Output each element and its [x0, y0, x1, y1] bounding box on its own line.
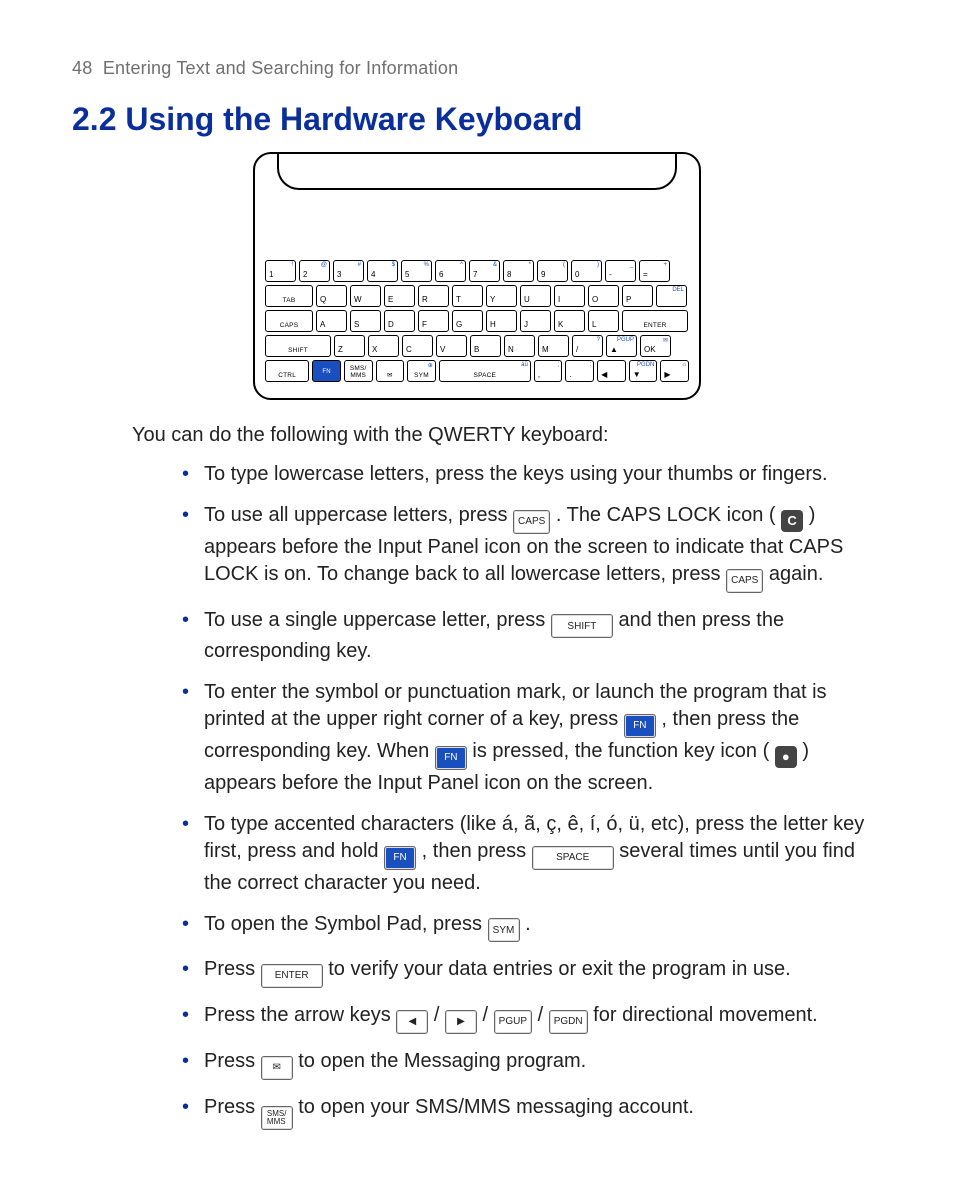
- keyboard-key: Q: [316, 285, 347, 307]
- sms-key-icon: SMS/ MMS: [261, 1106, 293, 1130]
- keyboard-key: 4$: [367, 260, 398, 282]
- fn-badge-icon: ●: [775, 746, 797, 768]
- keyboard-key: ▼PGDN: [629, 360, 658, 382]
- keyboard-key: CAPS: [265, 310, 313, 332]
- caps-key-icon: CAPS: [726, 569, 763, 593]
- keyboard-key: 5%: [401, 260, 432, 282]
- keyboard-key: V: [436, 335, 467, 357]
- keyboard-key: =+: [639, 260, 670, 282]
- keyboard-key: ,;: [534, 360, 563, 382]
- section-heading: 2.2 Using the Hardware Keyboard: [72, 101, 882, 138]
- keyboard-key: FN: [312, 360, 341, 382]
- bullet-messaging: Press ✉ to open the Messaging program.: [182, 1048, 882, 1080]
- caps-badge-icon: C: [781, 510, 803, 532]
- caps-key-icon: CAPS: [513, 510, 550, 534]
- keyboard-key: N: [504, 335, 535, 357]
- keyboard-key: -_: [605, 260, 636, 282]
- keyboard-key: M: [538, 335, 569, 357]
- fn-key-icon: FN: [624, 714, 656, 738]
- bullet-caps-lock: To use all uppercase letters, press CAPS…: [182, 502, 882, 593]
- fn-key-icon: FN: [435, 746, 467, 770]
- keyboard-key: W: [350, 285, 381, 307]
- bullet-enter: Press ENTER to verify your data entries …: [182, 956, 882, 988]
- bullet-arrows: Press the arrow keys ◀ / ▶ / PGUP / PGDN…: [182, 1002, 882, 1034]
- running-header: 48 Entering Text and Searching for Infor…: [72, 58, 882, 79]
- keyboard-key: ENTER: [622, 310, 688, 332]
- keyboard-rows: 1!2@3#4$5%6^7&8*9(0)-_=+ TABQWERTYUIOPDEL…: [265, 260, 689, 382]
- bullet-symbol-pad: To open the Symbol Pad, press SYM .: [182, 911, 882, 943]
- keyboard-key: ▲PGUP: [606, 335, 637, 357]
- arrow-right-key-icon: ▶: [445, 1010, 477, 1034]
- keyboard-key: H: [486, 310, 517, 332]
- keyboard-key: OK✉: [640, 335, 671, 357]
- fn-key-icon: FN: [384, 846, 416, 870]
- keyboard-key: ▶⌂: [660, 360, 689, 382]
- bullet-shift: To use a single uppercase letter, press …: [182, 607, 882, 666]
- keyboard-figure: 1!2@3#4$5%6^7&8*9(0)-_=+ TABQWERTYUIOPDEL…: [72, 152, 882, 400]
- bullet-fn-symbol: To enter the symbol or punctuation mark,…: [182, 679, 882, 797]
- keyboard-key: SMS/ MMS: [344, 360, 373, 382]
- keyboard-key: L: [588, 310, 619, 332]
- pgup-key-icon: PGUP: [494, 1010, 532, 1034]
- space-key-icon: SPACE: [532, 846, 614, 870]
- keyboard-key: T: [452, 285, 483, 307]
- keyboard-key: 1!: [265, 260, 296, 282]
- arrow-left-key-icon: ◀: [396, 1010, 428, 1034]
- bullet-sms: Press SMS/ MMS to open your SMS/MMS mess…: [182, 1094, 882, 1130]
- keyboard-key: A: [316, 310, 347, 332]
- keyboard-key: SHIFT: [265, 335, 331, 357]
- keyboard-key: 0): [571, 260, 602, 282]
- intro-text: You can do the following with the QWERTY…: [132, 424, 882, 447]
- keyboard-key: 9(: [537, 260, 568, 282]
- header-section-title: Entering Text and Searching for Informat…: [103, 58, 458, 78]
- enter-key-icon: ENTER: [261, 964, 323, 988]
- keyboard-key: CTRL: [265, 360, 309, 382]
- keyboard-key: R: [418, 285, 449, 307]
- keyboard-key: 7&: [469, 260, 500, 282]
- keyboard-key: C: [402, 335, 433, 357]
- sym-key-icon: SYM: [488, 918, 520, 942]
- bullet-list: To type lowercase letters, press the key…: [182, 461, 882, 1130]
- keyboard-key: J: [520, 310, 551, 332]
- keyboard-key: ◀: [597, 360, 626, 382]
- keyboard-key: /?: [572, 335, 603, 357]
- keyboard-key: Z: [334, 335, 365, 357]
- mail-key-icon: ✉: [261, 1056, 293, 1080]
- bullet-accented: To type accented characters (like á, ã, …: [182, 811, 882, 897]
- keyboard-key: TAB: [265, 285, 313, 307]
- keyboard-lid: [277, 152, 677, 190]
- keyboard-key: 6^: [435, 260, 466, 282]
- keyboard-key: 3#: [333, 260, 364, 282]
- keyboard-key: E: [384, 285, 415, 307]
- keyboard-key: .:: [565, 360, 594, 382]
- keyboard-key: 8*: [503, 260, 534, 282]
- keyboard-key: D: [384, 310, 415, 332]
- keyboard-outline: 1!2@3#4$5%6^7&8*9(0)-_=+ TABQWERTYUIOPDEL…: [253, 152, 701, 400]
- manual-page: 48 Entering Text and Searching for Infor…: [0, 0, 954, 1204]
- keyboard-key: ✉: [376, 360, 405, 382]
- shift-key-icon: SHIFT: [551, 614, 613, 638]
- bullet-lowercase: To type lowercase letters, press the key…: [182, 461, 882, 488]
- keyboard-key: F: [418, 310, 449, 332]
- keyboard-key: X: [368, 335, 399, 357]
- keyboard-key: SPACEáü: [439, 360, 531, 382]
- keyboard-key: K: [554, 310, 585, 332]
- keyboard-key: Y: [486, 285, 517, 307]
- keyboard-key: S: [350, 310, 381, 332]
- keyboard-key: G: [452, 310, 483, 332]
- page-number: 48: [72, 58, 92, 78]
- keyboard-key: U: [520, 285, 551, 307]
- keyboard-key: I: [554, 285, 585, 307]
- keyboard-key: P: [622, 285, 653, 307]
- keyboard-key: 2@: [299, 260, 330, 282]
- keyboard-key: SYM⊕: [407, 360, 436, 382]
- keyboard-key: DEL: [656, 285, 687, 307]
- keyboard-key: B: [470, 335, 501, 357]
- pgdn-key-icon: PGDN: [549, 1010, 588, 1034]
- keyboard-key: O: [588, 285, 619, 307]
